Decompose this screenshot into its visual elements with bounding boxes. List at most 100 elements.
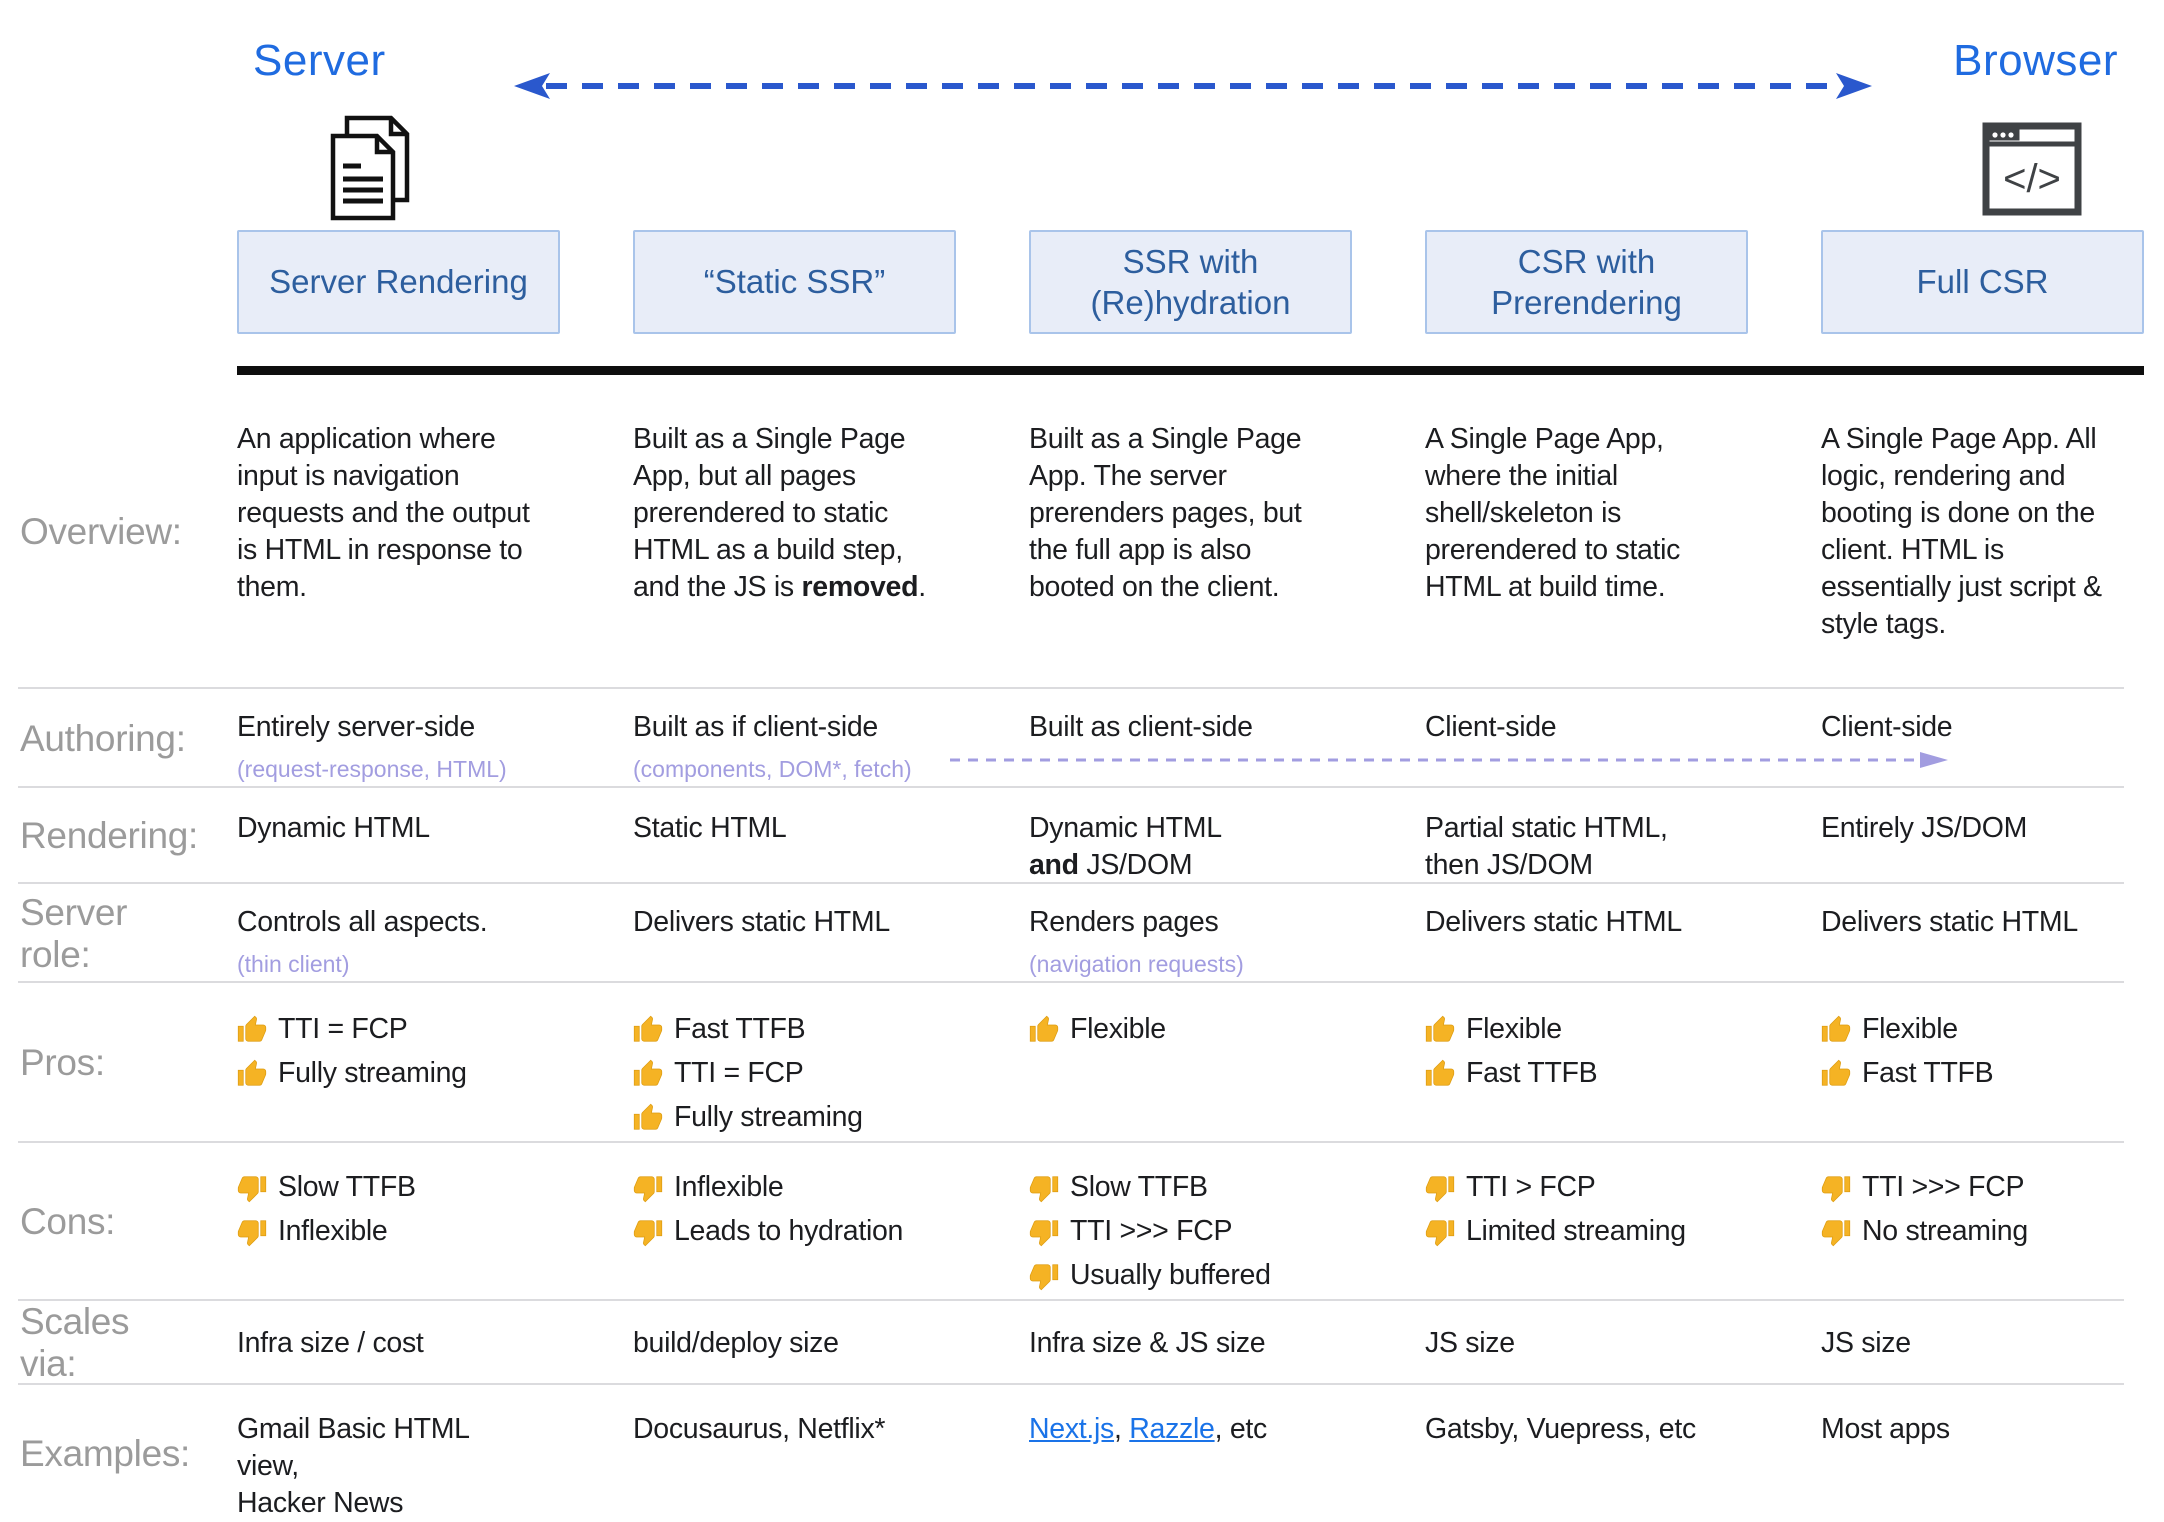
overview-text: Built as a Single Page App, but all page… <box>633 423 906 603</box>
thumbs-up-icon <box>237 1059 267 1086</box>
row-cons: Cons: Slow TTFB Inflexible Inflexible Le… <box>0 1143 2144 1301</box>
example-text: , <box>1114 1413 1130 1445</box>
example-link-nextjs[interactable]: Next.js <box>1029 1413 1115 1445</box>
authoring-col1: Entirely server-side (request-response, … <box>237 689 560 788</box>
thumbs-down-icon <box>237 1219 267 1246</box>
code-glyph: </> <box>2003 157 2061 201</box>
header-spacer <box>0 230 164 334</box>
thumbs-down-icon <box>237 1175 267 1202</box>
thumbs-down-icon <box>1821 1175 1851 1202</box>
pro-item: Fast TTFB <box>1821 1055 2114 1092</box>
thumbs-up-icon <box>1425 1059 1455 1086</box>
con-item: Usually buffered <box>1029 1257 1322 1294</box>
examples-col1: Gmail Basic HTML view, Hacker News <box>237 1385 560 1522</box>
server-role-col2: Delivers static HTML <box>633 906 890 938</box>
authoring-note: (request-response, HTML) <box>237 756 507 782</box>
rendering-text: JS/DOM <box>1078 849 1193 881</box>
con-text: Usually buffered <box>1070 1259 1271 1291</box>
pros-col1: TTI = FCP Fully streaming <box>237 983 560 1099</box>
thumbs-down-icon <box>1029 1175 1059 1202</box>
approach-title: Full CSR <box>1916 263 2049 301</box>
con-text: Inflexible <box>278 1215 388 1247</box>
pro-text: Flexible <box>1862 1013 1958 1045</box>
thumbs-up-icon <box>1029 1015 1059 1042</box>
scales-col2: build/deploy size <box>633 1327 839 1359</box>
examples-col4: Gatsby, Vuepress, etc <box>1425 1413 1696 1445</box>
scales-col3: Infra size & JS size <box>1029 1327 1266 1359</box>
pro-text: TTI = FCP <box>278 1013 408 1045</box>
approach-title: “Static SSR” <box>703 263 886 301</box>
con-item: Limited streaming <box>1425 1213 1718 1250</box>
row-server-role: Server role: Controls all aspects. (thin… <box>0 884 2144 983</box>
thumbs-down-icon <box>1029 1263 1059 1290</box>
cons-col4: TTI > FCP Limited streaming <box>1425 1143 1748 1257</box>
row-label-overview: Overview: <box>20 511 182 552</box>
table-top-rule <box>237 366 2144 375</box>
thumbs-up-icon <box>633 1103 663 1130</box>
pro-item: Fully streaming <box>633 1099 926 1136</box>
authoring-note: (components, DOM*, fetch) <box>633 756 912 782</box>
con-item: Leads to hydration <box>633 1213 926 1250</box>
authoring-col2: Built as if client-side (components, DOM… <box>633 689 956 788</box>
pro-text: Fast TTFB <box>1862 1057 1994 1089</box>
thumbs-up-icon <box>633 1059 663 1086</box>
con-text: TTI >>> FCP <box>1862 1171 2025 1203</box>
server-role-note: (navigation requests) <box>1029 951 1244 977</box>
thumbs-down-icon <box>633 1219 663 1246</box>
row-label-rendering: Rendering: <box>20 815 199 856</box>
pro-text: Fully streaming <box>278 1057 467 1089</box>
overview-col5: A Single Page App. All logic, rendering … <box>1821 423 2102 640</box>
row-label-cons: Cons: <box>20 1201 116 1242</box>
pro-item: Flexible <box>1425 1011 1718 1048</box>
browser-label: Browser <box>1953 36 2118 85</box>
con-item: Slow TTFB <box>1029 1169 1322 1206</box>
pro-item: TTI = FCP <box>237 1011 530 1048</box>
row-label-scales-via: Scales via: <box>20 1301 130 1384</box>
row-label-pros: Pros: <box>20 1042 105 1083</box>
example-text: Hacker News <box>237 1487 404 1519</box>
server-role-text: Renders pages <box>1029 906 1219 938</box>
con-item: No streaming <box>1821 1213 2114 1250</box>
authoring-col3: Built as client-side <box>1029 711 1253 743</box>
thumbs-down-icon <box>1425 1175 1455 1202</box>
pro-item: Flexible <box>1821 1011 2114 1048</box>
client-side-shift-arrow <box>950 752 1948 768</box>
approach-box-ssr-rehydration: SSR with (Re)hydration <box>1029 230 1352 334</box>
con-text: Slow TTFB <box>1070 1171 1208 1203</box>
example-text: Gmail Basic HTML view, <box>237 1413 469 1482</box>
pro-text: Flexible <box>1070 1013 1166 1045</box>
thumbs-down-icon <box>1029 1219 1059 1246</box>
pro-item: Fast TTFB <box>633 1011 926 1048</box>
overview-bold-text: removed <box>801 571 919 603</box>
browser-window-icon: </> <box>1982 122 2082 216</box>
approach-title: Server Rendering <box>269 263 528 301</box>
overview-col1: An application where input is navigation… <box>237 423 530 603</box>
pro-text: Fast TTFB <box>674 1013 806 1045</box>
server-role-col3: Renders pages (navigation requests) <box>1029 884 1352 983</box>
authoring-col4: Client-side <box>1425 711 1557 743</box>
server-browser-arrow <box>514 73 1872 99</box>
examples-col2: Docusaurus, Netflix* <box>633 1413 886 1445</box>
row-overview: Overview: An application where input is … <box>0 375 2144 689</box>
con-text: TTI > FCP <box>1466 1171 1596 1203</box>
pro-text: Fast TTFB <box>1466 1057 1598 1089</box>
con-item: Inflexible <box>237 1213 530 1250</box>
row-pros: Pros: TTI = FCP Fully streaming Fast TTF… <box>0 983 2144 1143</box>
row-rendering: Rendering: Dynamic HTML Static HTML Dyna… <box>0 788 2144 884</box>
thumbs-up-icon <box>1821 1015 1851 1042</box>
con-text: No streaming <box>1862 1215 2028 1247</box>
cons-col5: TTI >>> FCP No streaming <box>1821 1143 2144 1257</box>
rendering-col4: Partial static HTML, then JS/DOM <box>1425 812 1668 881</box>
row-scales-via: Scales via: Infra size / cost build/depl… <box>0 1301 2144 1385</box>
example-link-razzle[interactable]: Razzle <box>1129 1413 1215 1445</box>
row-label-examples: Examples: <box>20 1432 191 1474</box>
authoring-text: Entirely server-side <box>237 711 475 743</box>
rendering-col5: Entirely JS/DOM <box>1821 812 2028 844</box>
examples-col5: Most apps <box>1821 1413 1950 1445</box>
thumbs-up-icon <box>633 1015 663 1042</box>
overview-col2: Built as a Single Page App, but all page… <box>633 375 956 606</box>
scales-col4: JS size <box>1425 1327 1515 1359</box>
server-role-col4: Delivers static HTML <box>1425 906 1682 938</box>
cons-col2: Inflexible Leads to hydration <box>633 1143 956 1257</box>
rendering-col3: Dynamic HTML and JS/DOM <box>1029 788 1352 884</box>
